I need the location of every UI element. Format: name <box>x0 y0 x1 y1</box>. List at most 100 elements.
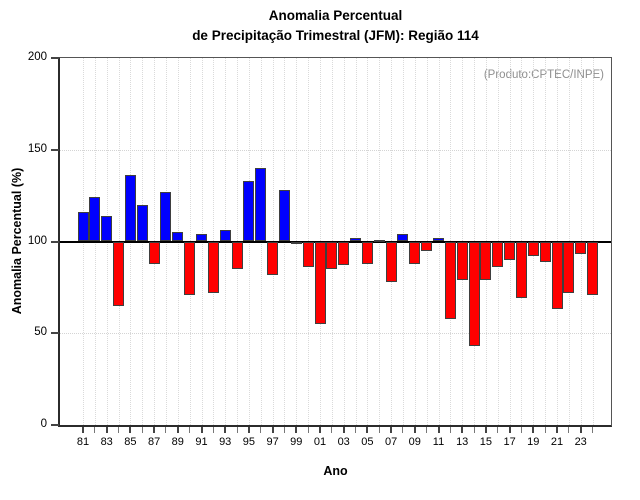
bar-1985 <box>124 175 136 242</box>
x-tick-minor <box>141 427 143 433</box>
x-tick-minor <box>568 427 570 433</box>
x-tick-major <box>532 427 535 433</box>
x-tick-minor <box>94 427 96 433</box>
x-tick-label: 81 <box>76 436 90 448</box>
bar-2014 <box>468 241 480 347</box>
x-tick-label: 19 <box>527 436 540 448</box>
x-tick-minor <box>592 427 594 433</box>
x-tick-label: 93 <box>219 436 232 448</box>
x-tick-major <box>508 427 511 433</box>
x-tick-major <box>342 427 345 433</box>
x-tick-major <box>366 427 369 433</box>
x-axis-title: Ano <box>323 464 348 478</box>
x-tick-label: 07 <box>384 436 398 448</box>
x-tick-label: 85 <box>124 436 137 448</box>
x-tick-label: 03 <box>337 436 350 448</box>
x-tick-major <box>461 427 464 433</box>
x-tick-major <box>556 427 558 433</box>
x-tick-major <box>295 427 298 433</box>
x-tick-major <box>153 427 156 433</box>
x-tick-minor <box>118 427 120 433</box>
x-tick-minor <box>283 427 285 433</box>
bar-2024 <box>587 241 599 295</box>
x-tick-minor <box>331 427 333 433</box>
x-tick-label: 15 <box>479 436 493 448</box>
bar-1987 <box>148 241 160 264</box>
bar-2022 <box>563 241 575 293</box>
bar-2013 <box>456 241 468 281</box>
x-tick-major <box>579 427 582 433</box>
x-tick-label: 21 <box>550 436 564 448</box>
x-tick-minor <box>449 427 451 433</box>
x-tick-minor <box>260 427 262 433</box>
bar-1984 <box>113 241 125 306</box>
bar-1994 <box>231 241 243 270</box>
bar-2012 <box>444 241 456 319</box>
bar-1990 <box>184 241 196 295</box>
x-tick-minor <box>165 427 167 433</box>
x-tick-minor <box>212 427 214 433</box>
bar-1981 <box>77 212 89 242</box>
x-tick-minor <box>378 427 380 433</box>
x-tick-label: 05 <box>361 436 374 448</box>
bar-1986 <box>136 204 148 242</box>
x-tick-minor <box>497 427 499 433</box>
y-tick-label: 100 <box>27 234 47 247</box>
y-tick-label: 50 <box>34 326 47 339</box>
x-tick-major <box>224 427 227 433</box>
bar-2015 <box>480 241 492 281</box>
bar-1997 <box>267 241 279 275</box>
bar-2021 <box>551 241 563 310</box>
x-tick-minor <box>189 427 191 433</box>
bar-2000 <box>302 241 314 268</box>
x-tick-major <box>484 427 487 433</box>
x-tick-major <box>319 427 321 433</box>
bar-2023 <box>575 241 587 255</box>
y-tick-label: 200 <box>27 51 47 63</box>
y-tick-label: 150 <box>27 142 47 155</box>
x-tick-minor <box>520 427 522 433</box>
bar-1995 <box>243 180 255 242</box>
y-tick <box>51 57 59 59</box>
x-tick-minor <box>355 427 357 433</box>
x-tick-label: 09 <box>408 436 421 448</box>
x-tick-major <box>390 427 393 433</box>
x-tick-minor <box>402 427 404 433</box>
chart-title-line1: Anomalia Percentual <box>268 8 403 23</box>
y-tick <box>51 424 59 426</box>
bar-2011 <box>433 237 444 242</box>
x-tick-minor <box>307 427 309 433</box>
x-tick-major <box>105 427 108 433</box>
bar-1996 <box>255 168 267 242</box>
bar-2004 <box>350 237 362 242</box>
y-tick <box>51 240 59 243</box>
chart-title-line2: de Precipitação Trimestral (JFM): Região… <box>192 28 479 43</box>
gridline-horizontal <box>60 149 611 151</box>
x-tick-major <box>200 427 203 433</box>
bar-2001 <box>314 241 326 325</box>
x-tick-label: 87 <box>147 436 161 448</box>
bar-2005 <box>361 241 373 264</box>
bar-1989 <box>172 232 184 242</box>
bar-2010 <box>421 241 433 251</box>
x-tick-minor <box>426 427 428 433</box>
x-tick-label: 83 <box>100 436 113 448</box>
bar-1999 <box>290 241 302 244</box>
bar-2019 <box>527 241 539 257</box>
x-tick-minor <box>473 427 475 433</box>
bar-2018 <box>515 241 527 299</box>
x-tick-label: 89 <box>171 436 184 448</box>
x-tick-label: 23 <box>574 436 587 448</box>
bar-1991 <box>196 234 207 242</box>
x-tick-major <box>176 427 179 433</box>
x-tick-major <box>82 427 84 433</box>
x-tick-label: 01 <box>313 436 327 448</box>
bar-1992 <box>207 241 219 293</box>
x-tick-minor <box>544 427 546 433</box>
bar-1982 <box>89 197 101 242</box>
x-tick-major <box>247 427 250 433</box>
x-tick-major <box>437 427 440 433</box>
y-tick <box>51 332 59 335</box>
x-tick-label: 13 <box>456 436 469 448</box>
